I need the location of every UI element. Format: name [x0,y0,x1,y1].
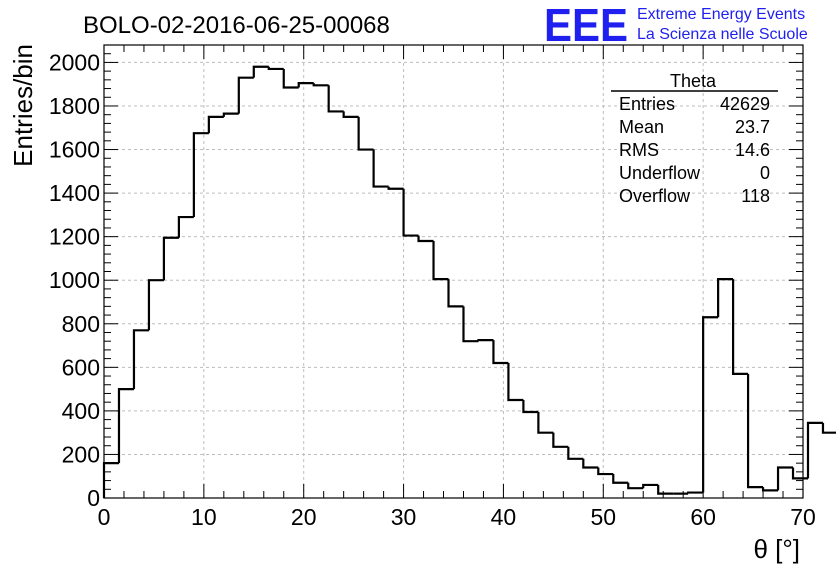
histogram-bin [387,186,404,190]
histogram-bin [821,422,836,434]
histogram-bin [702,316,719,493]
x-tick-label: 70 [790,504,816,530]
histogram-bin [312,83,329,87]
histogram-bin [177,215,194,238]
x-tick-label: 30 [391,504,417,530]
histogram-bin [522,399,539,414]
x-tick-label: 0 [98,504,111,530]
x-tick-label: 60 [690,504,716,530]
histogram-bin [432,241,449,281]
stats-value-overflow: 118 [741,186,770,206]
stats-label-mean: Mean [619,117,664,137]
histogram-bin [477,339,494,342]
stats-value-mean: 23.7 [735,117,770,137]
histogram-bin [806,421,823,479]
stats-label-entries: Entries [619,94,675,114]
y-tick-label: 200 [62,441,100,467]
histogram-bin [402,188,419,237]
eee-logo-line1: Extreme Energy Events [637,6,805,23]
histogram-bin [552,432,569,448]
y-tick-label: 800 [62,311,100,337]
histogram-bin [746,373,764,489]
histogram-bin [372,149,389,188]
histogram-bin [267,66,284,71]
eee-logo-letters: EEE [544,0,628,51]
y-tick-labels: 0 200 400 600 800 1000 1200 1400 1600 1800 2000 [49,49,100,511]
stats-value-underflow: 0 [760,163,770,183]
histogram-bin [627,482,644,490]
histogram-bin [642,483,659,489]
y-tick-label: 1000 [49,267,100,293]
y-tick-label: 1400 [49,180,100,206]
histogram-bin [417,235,434,243]
histogram-bin [582,458,599,469]
stats-title: Theta [670,71,717,91]
y-tick-label: 0 [87,485,100,511]
y-tick-label: 1600 [49,137,100,163]
stats-value-entries: 42629 [720,94,770,114]
histogram-bin [117,388,134,464]
histogram-bin [687,491,704,494]
x-tick-label: 50 [590,504,616,530]
histogram-bin [252,65,269,78]
stats-value-rms: 14.6 [735,140,770,160]
histogram-bin [717,278,734,318]
eee-logo-line2: La Scienza nelle Scuole [637,26,808,43]
run-title: BOLO-02-2016-06-25-00068 [83,12,390,39]
stats-label-underflow: Underflow [619,163,701,183]
histogram-bin [207,115,224,134]
x-tick-labels: 0 10 20 30 40 50 60 70 [98,504,816,530]
histogram-bin [597,467,614,476]
histogram-bin [462,306,479,343]
histogram-bin [507,362,524,402]
y-tick-label: 2000 [49,49,100,75]
stats-box: Theta Entries 42629 Mean 23.7 RMS 14.6 U… [611,71,778,206]
histogram-bin [657,484,674,495]
y-tick-label: 400 [62,398,100,424]
histogram-bin [327,85,344,113]
histogram-bin [357,116,374,151]
histogram-bin [192,132,209,218]
y-tick-label: 600 [62,354,100,380]
histogram-bin [342,111,359,118]
histogram-bins [102,65,836,498]
y-tick-label: 1200 [49,224,100,250]
y-axis-label: Entries/bin [8,44,38,167]
histogram-bin [282,68,299,89]
y-tick-label: 1800 [49,93,100,119]
histogram-bin [447,279,464,308]
x-tick-label: 40 [491,504,517,530]
eee-logo: EEE Extreme Energy Events La Scienza nel… [544,0,808,51]
histogram-bin [492,340,509,365]
x-axis-label: θ [°] [753,534,800,564]
histogram-bin [732,279,749,375]
histogram-bin [132,329,149,390]
histogram-bin [776,466,794,491]
histogram-bin [237,76,254,114]
x-tick-label: 10 [191,504,217,530]
histogram-bin [297,82,314,88]
histogram-bin [612,474,629,484]
histogram-bin [162,236,179,281]
histogram-bin [761,487,779,492]
histogram-bin [567,446,584,460]
stats-label-rms: RMS [619,140,659,160]
grid-lines [104,45,803,498]
x-tick-label: 20 [291,504,317,530]
axis-ticks [103,44,804,499]
histogram-bin [147,279,164,331]
stats-label-overflow: Overflow [619,186,691,206]
histogram-bin [222,112,239,117]
histogram-bin [537,411,554,434]
plot-frame [103,44,804,499]
